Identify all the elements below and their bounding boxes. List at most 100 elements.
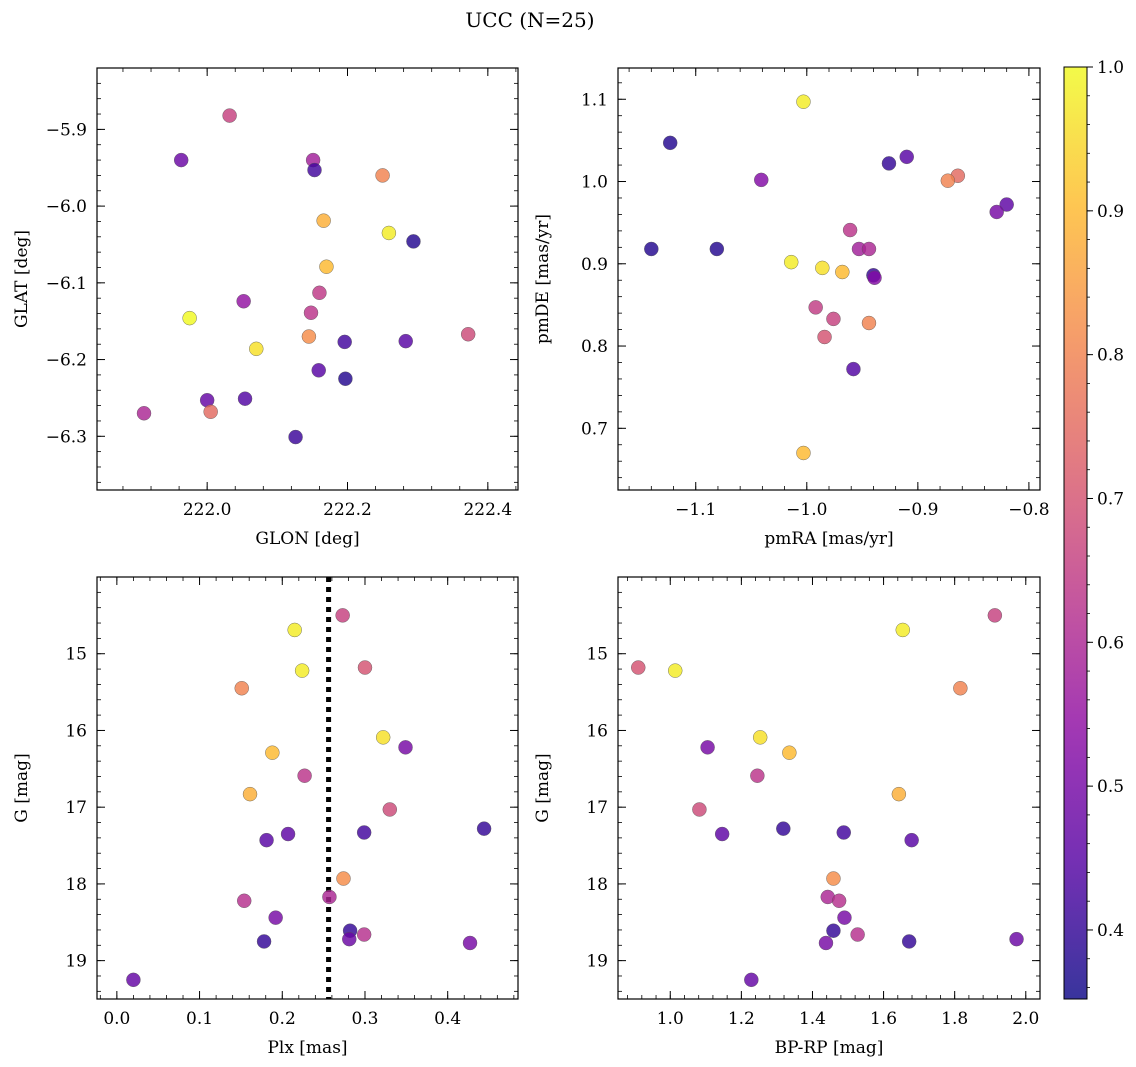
x-tick-label: 222.4	[463, 500, 512, 520]
data-point	[744, 972, 759, 988]
data-point	[357, 660, 373, 675]
data-point	[335, 608, 350, 623]
data-point	[796, 445, 811, 461]
data-point	[714, 826, 730, 842]
data-point	[237, 893, 252, 908]
data-point	[126, 972, 141, 988]
y-tick-label: −6.0	[46, 197, 87, 217]
data-point	[268, 910, 283, 925]
data-point	[861, 241, 877, 257]
data-point	[1009, 931, 1024, 947]
y-tick-label: 16	[586, 721, 608, 741]
y-axis-label: GLAT [deg]	[12, 230, 32, 328]
data-point	[173, 152, 189, 168]
data-point	[256, 934, 272, 949]
data-point	[375, 730, 391, 745]
data-point	[881, 156, 897, 171]
y-tick-label: 18	[586, 875, 608, 895]
data-point	[861, 315, 877, 331]
data-point	[668, 663, 683, 678]
data-point	[895, 622, 910, 638]
x-tick-label: 0.2	[269, 1009, 296, 1029]
data-point	[644, 241, 659, 257]
axes-frame	[96, 67, 519, 491]
data-point	[203, 404, 218, 419]
x-axis-label: pmRA [mas/yr]	[764, 529, 893, 549]
data-point	[817, 329, 832, 345]
data-point	[297, 768, 312, 783]
data-point	[237, 391, 253, 406]
scatter-panel-3: 0.0 0.1 0.2 0.3 0.4 15 16 17 18 19 Plx [mas] G [mag…	[12, 576, 519, 1058]
data-point	[631, 660, 646, 675]
colorbar-tick-label: 0.8	[1097, 346, 1124, 366]
data-point	[837, 910, 852, 925]
y-tick-label: −6.2	[46, 351, 87, 371]
data-point	[782, 745, 797, 760]
data-point	[989, 204, 1004, 220]
x-tick-label: 1.6	[870, 1009, 897, 1029]
data-point	[398, 333, 413, 349]
data-point	[249, 341, 264, 357]
data-point	[222, 108, 237, 123]
data-point	[322, 889, 337, 905]
axes-frame	[617, 576, 1041, 1000]
data-point	[842, 222, 858, 238]
data-point	[826, 871, 841, 886]
data-point	[303, 305, 319, 320]
y-tick-label: 19	[65, 952, 87, 972]
data-point	[462, 935, 478, 951]
x-tick-label: 0.4	[434, 1009, 461, 1029]
data-point	[259, 832, 274, 848]
data-point	[356, 825, 372, 840]
data-point	[301, 329, 317, 344]
x-tick-label: 222.2	[323, 500, 372, 520]
data-point	[692, 802, 707, 817]
data-point	[891, 786, 907, 802]
colorbar-tick-label: 0.4	[1097, 921, 1124, 941]
y-tick-label: 0.9	[581, 255, 608, 275]
x-tick-label: 1.2	[728, 1009, 755, 1029]
x-tick-label: 0.0	[103, 1009, 130, 1029]
data-point	[826, 923, 841, 938]
data-point	[382, 802, 397, 817]
y-tick-label: 15	[586, 645, 608, 665]
data-point	[796, 94, 811, 109]
data-point	[899, 149, 914, 165]
x-tick-label: 222.0	[183, 500, 232, 520]
data-point	[940, 173, 956, 188]
y-tick-label: −5.9	[46, 120, 87, 140]
data-point	[850, 927, 865, 942]
figure-title: UCC (N=25)	[465, 8, 594, 32]
x-tick-label: 2.0	[1012, 1009, 1039, 1029]
colorbar-tick-label: 0.5	[1097, 777, 1124, 797]
data-point	[234, 681, 249, 696]
data-point	[753, 730, 768, 745]
data-point	[336, 871, 351, 886]
x-tick-label: −0.8	[1008, 500, 1049, 520]
x-axis-label: BP-RP [mag]	[775, 1038, 884, 1058]
y-tick-label: 17	[65, 798, 87, 818]
data-point	[901, 934, 917, 949]
data-point	[987, 608, 1003, 623]
data-point	[815, 260, 830, 276]
data-point	[904, 832, 919, 848]
data-point	[831, 893, 847, 908]
y-tick-label: 16	[65, 721, 87, 741]
scatter-panel-2: −1.1 −1.0 −0.9 −0.8 0.7 0.8 0.9 1.0 1.1 pmRA [mas…	[533, 67, 1050, 549]
data-point	[836, 825, 851, 840]
data-point	[776, 821, 791, 836]
data-point	[356, 927, 372, 942]
data-point	[316, 213, 331, 228]
scatter-panel-1: 222.0 222.2 222.4 −5.9 −6.0 −6.1 −6.2 −6.3 GLON …	[12, 67, 519, 549]
colorbar-tick-label: 1.0	[1097, 58, 1124, 78]
scatter-panel-4: 1.0 1.2 1.4 1.6 1.8 2.0 15 16 17 18 19 BP-RP [mag] G…	[533, 576, 1041, 1058]
data-point	[818, 935, 834, 951]
data-point	[280, 826, 296, 842]
y-tick-label: 1.0	[581, 173, 608, 193]
x-tick-label: 0.1	[186, 1009, 213, 1029]
x-tick-label: 0.3	[351, 1009, 378, 1029]
y-tick-label: 19	[586, 952, 608, 972]
data-point	[307, 162, 322, 178]
colorbar: 0.4 0.5 0.6 0.7 0.8 0.9 1.0	[1063, 58, 1124, 1000]
